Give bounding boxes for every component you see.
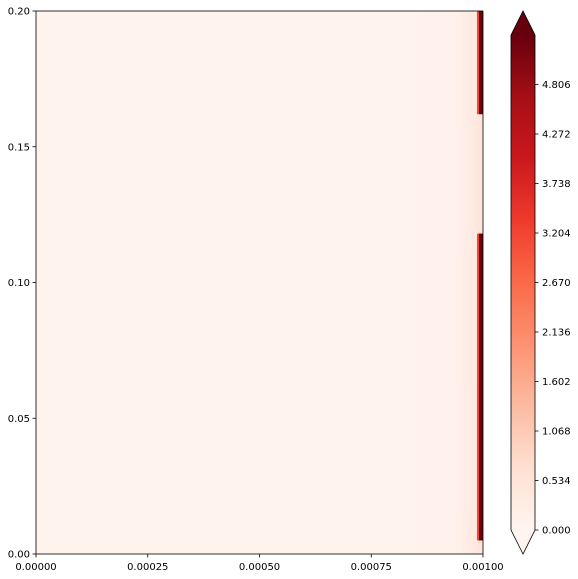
y-tick-label: 0.00	[8, 550, 30, 561]
heatmap-edge-glow	[393, 11, 483, 554]
x-axis: 0.00000 0.00025 0.00050 0.00075 0.00100	[15, 554, 504, 573]
colorbar-tick-label: 0.534	[542, 476, 571, 487]
colorbar-tick-label: 2.136	[542, 328, 571, 339]
x-tick-label: 0.00000	[15, 562, 56, 573]
y-tick-label: 0.10	[8, 278, 30, 289]
colorbar-extend-min	[511, 530, 535, 554]
colorbar-extend-max	[511, 11, 535, 35]
high-value-band	[479, 233, 483, 541]
x-tick-label: 0.00050	[239, 562, 280, 573]
colorbar-tick-label: 3.738	[542, 179, 571, 190]
x-tick-label: 0.00100	[462, 562, 503, 573]
y-tick-label: 0.05	[8, 414, 30, 425]
colorbar-tick-label: 3.204	[542, 229, 571, 240]
colorbar-tick-label: 4.806	[542, 80, 571, 91]
colorbar-tick-label: 2.670	[542, 278, 571, 289]
y-axis: 0.00 0.05 0.10 0.15 0.20	[8, 7, 36, 561]
colorbar-tick-label: 1.602	[542, 377, 571, 388]
colorbar-tick-label: 1.068	[542, 427, 571, 438]
colorbar-gradient	[511, 35, 535, 530]
x-tick-label: 0.00025	[127, 562, 168, 573]
colorbar-tick-label: 0.000	[542, 526, 571, 537]
x-tick-label: 0.00075	[351, 562, 392, 573]
y-tick-label: 0.20	[8, 7, 30, 18]
high-value-band	[479, 11, 483, 115]
colorbar: 0.000 0.534 1.068 1.602 2.136 2.670 3.204 3.738…	[510, 10, 571, 555]
plot-area	[35, 10, 484, 555]
y-tick-label: 0.15	[8, 142, 30, 153]
colorbar-tick-label: 4.272	[542, 130, 571, 141]
